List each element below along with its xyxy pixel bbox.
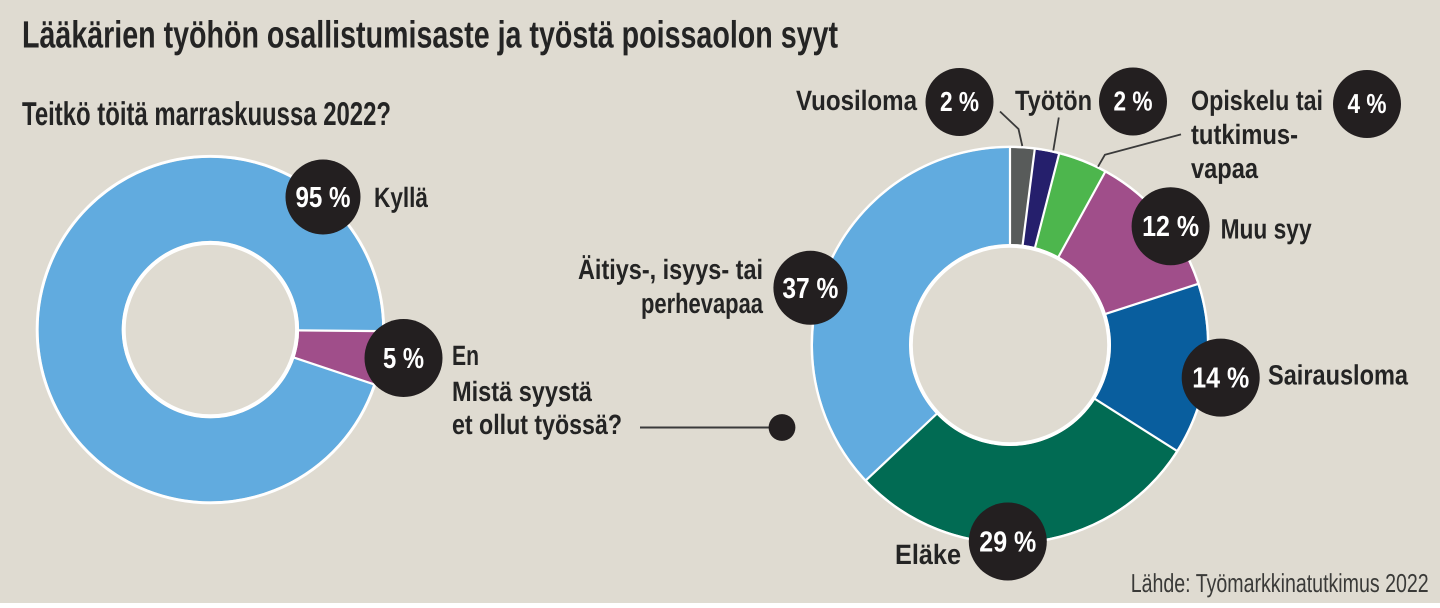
svg-text:et ollut työssä?: et ollut työssä? [452, 409, 622, 440]
svg-text:Mistä syystä: Mistä syystä [452, 376, 592, 407]
svg-text:Lääkärien työhön osallistumisa: Lääkärien työhön osallistumisaste ja työ… [22, 15, 838, 57]
svg-text:14 %: 14 % [1192, 363, 1249, 395]
svg-text:perhevapaa: perhevapaa [641, 288, 763, 319]
svg-text:Teitkö töitä marraskuussa 2022: Teitkö töitä marraskuussa 2022? [22, 95, 391, 132]
svg-text:Kyllä: Kyllä [374, 182, 428, 213]
svg-text:vapaa: vapaa [1191, 153, 1258, 184]
svg-text:Lähde: Työmarkkinatutkimus 202: Lähde: Työmarkkinatutkimus 2022 [1131, 568, 1429, 598]
svg-text:Muu syy: Muu syy [1221, 214, 1312, 245]
svg-text:tutkimus-: tutkimus- [1191, 119, 1298, 150]
svg-text:95 %: 95 % [296, 182, 351, 214]
svg-text:29 %: 29 % [979, 527, 1036, 559]
svg-text:Työtön: Työtön [1015, 85, 1092, 116]
svg-text:37 %: 37 % [782, 273, 838, 305]
svg-text:En: En [452, 340, 479, 371]
svg-text:2 %: 2 % [1114, 86, 1153, 117]
svg-text:5 %: 5 % [383, 343, 424, 375]
svg-text:Eläke: Eläke [895, 539, 961, 570]
svg-text:12 %: 12 % [1142, 211, 1199, 243]
svg-text:Opiskelu tai: Opiskelu tai [1191, 85, 1323, 116]
svg-text:Vuosiloma: Vuosiloma [796, 85, 917, 116]
svg-text:Äitiys-, isyys- tai: Äitiys-, isyys- tai [578, 254, 763, 285]
svg-text:2 %: 2 % [940, 86, 979, 117]
svg-text:4 %: 4 % [1348, 88, 1387, 119]
svg-text:Sairausloma: Sairausloma [1268, 360, 1408, 391]
